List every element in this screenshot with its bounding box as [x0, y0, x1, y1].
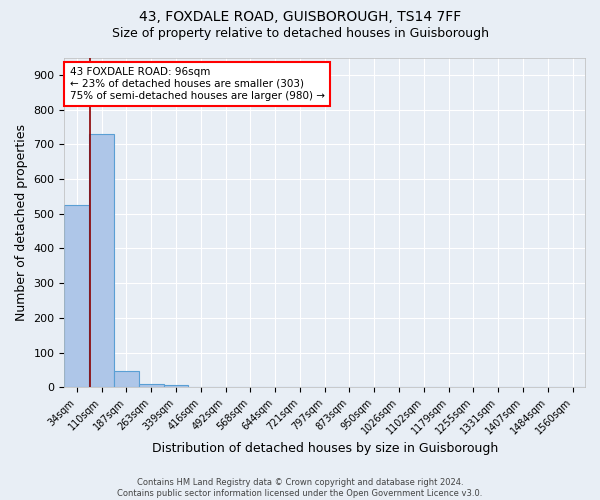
- Text: Contains HM Land Registry data © Crown copyright and database right 2024.
Contai: Contains HM Land Registry data © Crown c…: [118, 478, 482, 498]
- Bar: [64, 205, 89, 388]
- Y-axis label: Number of detached properties: Number of detached properties: [15, 124, 28, 321]
- Text: 43, FOXDALE ROAD, GUISBOROUGH, TS14 7FF: 43, FOXDALE ROAD, GUISBOROUGH, TS14 7FF: [139, 10, 461, 24]
- Bar: [89, 134, 114, 388]
- X-axis label: Distribution of detached houses by size in Guisborough: Distribution of detached houses by size …: [152, 442, 498, 455]
- Bar: [114, 370, 139, 388]
- Bar: [164, 384, 188, 388]
- Bar: [139, 384, 164, 388]
- Text: 43 FOXDALE ROAD: 96sqm
← 23% of detached houses are smaller (303)
75% of semi-de: 43 FOXDALE ROAD: 96sqm ← 23% of detached…: [70, 68, 325, 100]
- Text: Size of property relative to detached houses in Guisborough: Size of property relative to detached ho…: [112, 28, 488, 40]
